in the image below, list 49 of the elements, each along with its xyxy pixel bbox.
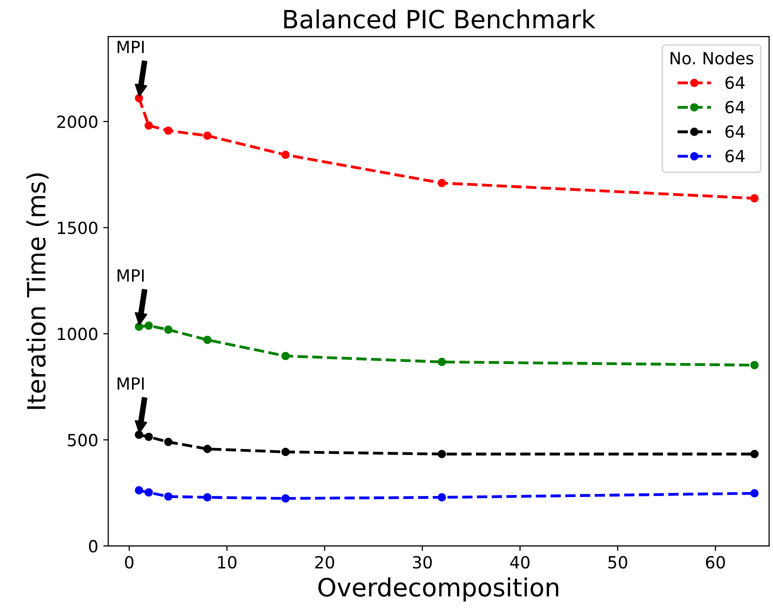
x-tick-label: 20 bbox=[315, 556, 334, 569]
x-tick-label: 30 bbox=[412, 556, 432, 569]
point bbox=[438, 493, 446, 502]
y-axis-title: Iteration Time (ms) bbox=[26, 173, 49, 409]
y-tick-label: 500 bbox=[68, 434, 98, 446]
point bbox=[164, 126, 172, 135]
point bbox=[144, 321, 153, 330]
legend-label: 64 bbox=[725, 125, 745, 138]
legend-label: 64 bbox=[725, 76, 745, 89]
x-tick-label: 0 bbox=[125, 556, 134, 569]
point bbox=[144, 432, 153, 442]
legend-label: 64 bbox=[725, 100, 745, 114]
point bbox=[164, 438, 172, 446]
point bbox=[750, 450, 759, 458]
point bbox=[281, 352, 290, 360]
legend-title: No. Nodes bbox=[670, 52, 754, 64]
point bbox=[134, 486, 144, 495]
point bbox=[281, 448, 290, 456]
point bbox=[203, 444, 212, 454]
chart-title: Balanced PIC Benchmark bbox=[284, 9, 596, 29]
x-tick-label: 40 bbox=[510, 556, 530, 569]
point bbox=[438, 450, 446, 458]
point bbox=[438, 178, 446, 188]
x-tick-label: 10 bbox=[218, 556, 236, 569]
point bbox=[750, 360, 759, 370]
point bbox=[164, 326, 172, 334]
point bbox=[750, 194, 759, 202]
point bbox=[144, 488, 153, 497]
point bbox=[164, 492, 172, 501]
point bbox=[144, 121, 153, 130]
point bbox=[750, 489, 759, 498]
annotation: MPI bbox=[118, 377, 144, 390]
y-tick-label: 0 bbox=[88, 540, 98, 553]
x-axis-title: Overdecomposition bbox=[318, 577, 558, 602]
annotation: MPI bbox=[118, 40, 144, 54]
annotation: MPI bbox=[118, 269, 144, 282]
point bbox=[203, 336, 212, 344]
point bbox=[203, 132, 212, 140]
legend-label: 64 bbox=[725, 150, 745, 162]
point bbox=[134, 430, 144, 439]
x-tick-label: 50 bbox=[608, 556, 628, 569]
x-tick-label: 60 bbox=[706, 556, 725, 569]
point bbox=[281, 150, 290, 159]
y-tick-label: 1500 bbox=[58, 222, 98, 234]
point bbox=[203, 493, 212, 502]
point bbox=[281, 494, 290, 503]
y-tick-label: 2000 bbox=[57, 115, 98, 128]
point bbox=[438, 358, 446, 366]
y-tick-label: 1000 bbox=[58, 328, 98, 340]
